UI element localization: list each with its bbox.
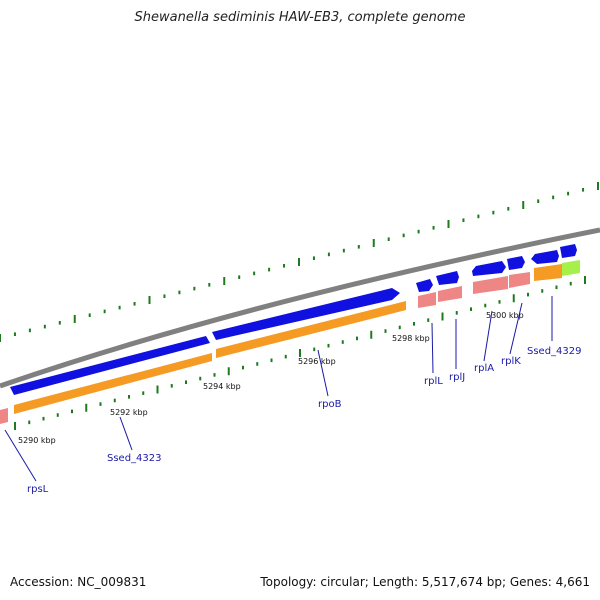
rna-track xyxy=(0,272,530,424)
leader-line xyxy=(431,322,434,374)
cds-orange-feature[interactable] xyxy=(14,353,212,414)
cds-feature[interactable] xyxy=(416,279,433,292)
leader-line xyxy=(317,349,329,397)
kbp-label: 5292 kbp xyxy=(110,408,148,417)
cds-feature[interactable] xyxy=(436,271,459,285)
genome-backbone xyxy=(0,227,600,389)
gene-label-rpsL[interactable]: rpsL xyxy=(27,484,49,495)
rna-feature[interactable] xyxy=(0,408,8,424)
leader-line xyxy=(509,302,523,355)
gene-label-rplA[interactable]: rplA xyxy=(474,363,494,374)
gene-leader-lines xyxy=(4,296,553,482)
kbp-label: 5294 kbp xyxy=(203,382,241,391)
leader-line xyxy=(483,310,493,362)
cds-feature[interactable] xyxy=(10,336,210,395)
highlight-feature[interactable] xyxy=(562,260,580,276)
rna-feature[interactable] xyxy=(418,292,436,308)
inner-ticks xyxy=(14,276,586,430)
gene-label-rplJ[interactable]: rplJ xyxy=(449,372,465,383)
cds-feature[interactable] xyxy=(531,250,559,264)
cds-feature[interactable] xyxy=(212,288,400,340)
cds-strand-track xyxy=(10,244,577,395)
rna-feature[interactable] xyxy=(438,286,462,302)
leader-line xyxy=(4,429,37,482)
gene-label-rplL[interactable]: rplL xyxy=(424,376,443,387)
gene-label-ssed-4329[interactable]: Ssed_4329 xyxy=(527,346,582,357)
cds-orange-feature[interactable] xyxy=(534,264,562,281)
leader-line xyxy=(119,416,133,451)
accession-label: Accession: NC_009831 xyxy=(10,575,147,589)
gene-labels: rpsL Ssed_4323 rpoB rplL rplJ rplA rplK … xyxy=(27,346,582,495)
outer-ticks xyxy=(0,182,599,342)
cds-feature[interactable] xyxy=(560,244,577,258)
gene-label-rplK[interactable]: rplK xyxy=(501,356,521,367)
gene-label-ssed-4323[interactable]: Ssed_4323 xyxy=(107,453,162,464)
kbp-label: 5298 kbp xyxy=(392,334,430,343)
cds-feature[interactable] xyxy=(507,256,525,270)
rna-feature[interactable] xyxy=(473,276,508,294)
gene-label-rpoB[interactable]: rpoB xyxy=(318,399,342,410)
cds-orange-feature[interactable] xyxy=(216,301,406,358)
cds-track xyxy=(14,260,580,414)
kbp-label: 5290 kbp xyxy=(18,436,56,445)
genome-stats-label: Topology: circular; Length: 5,517,674 bp… xyxy=(260,575,590,589)
kbp-scale-labels: 5290 kbp 5292 kbp 5294 kbp 5296 kbp 5298… xyxy=(18,311,524,445)
kbp-label: 5296 kbp xyxy=(298,357,336,366)
cds-feature[interactable] xyxy=(472,261,506,276)
kbp-label: 5300 kbp xyxy=(486,311,524,320)
rna-feature[interactable] xyxy=(509,272,530,288)
map-title: Shewanella sediminis HAW-EB3, complete g… xyxy=(134,10,466,25)
